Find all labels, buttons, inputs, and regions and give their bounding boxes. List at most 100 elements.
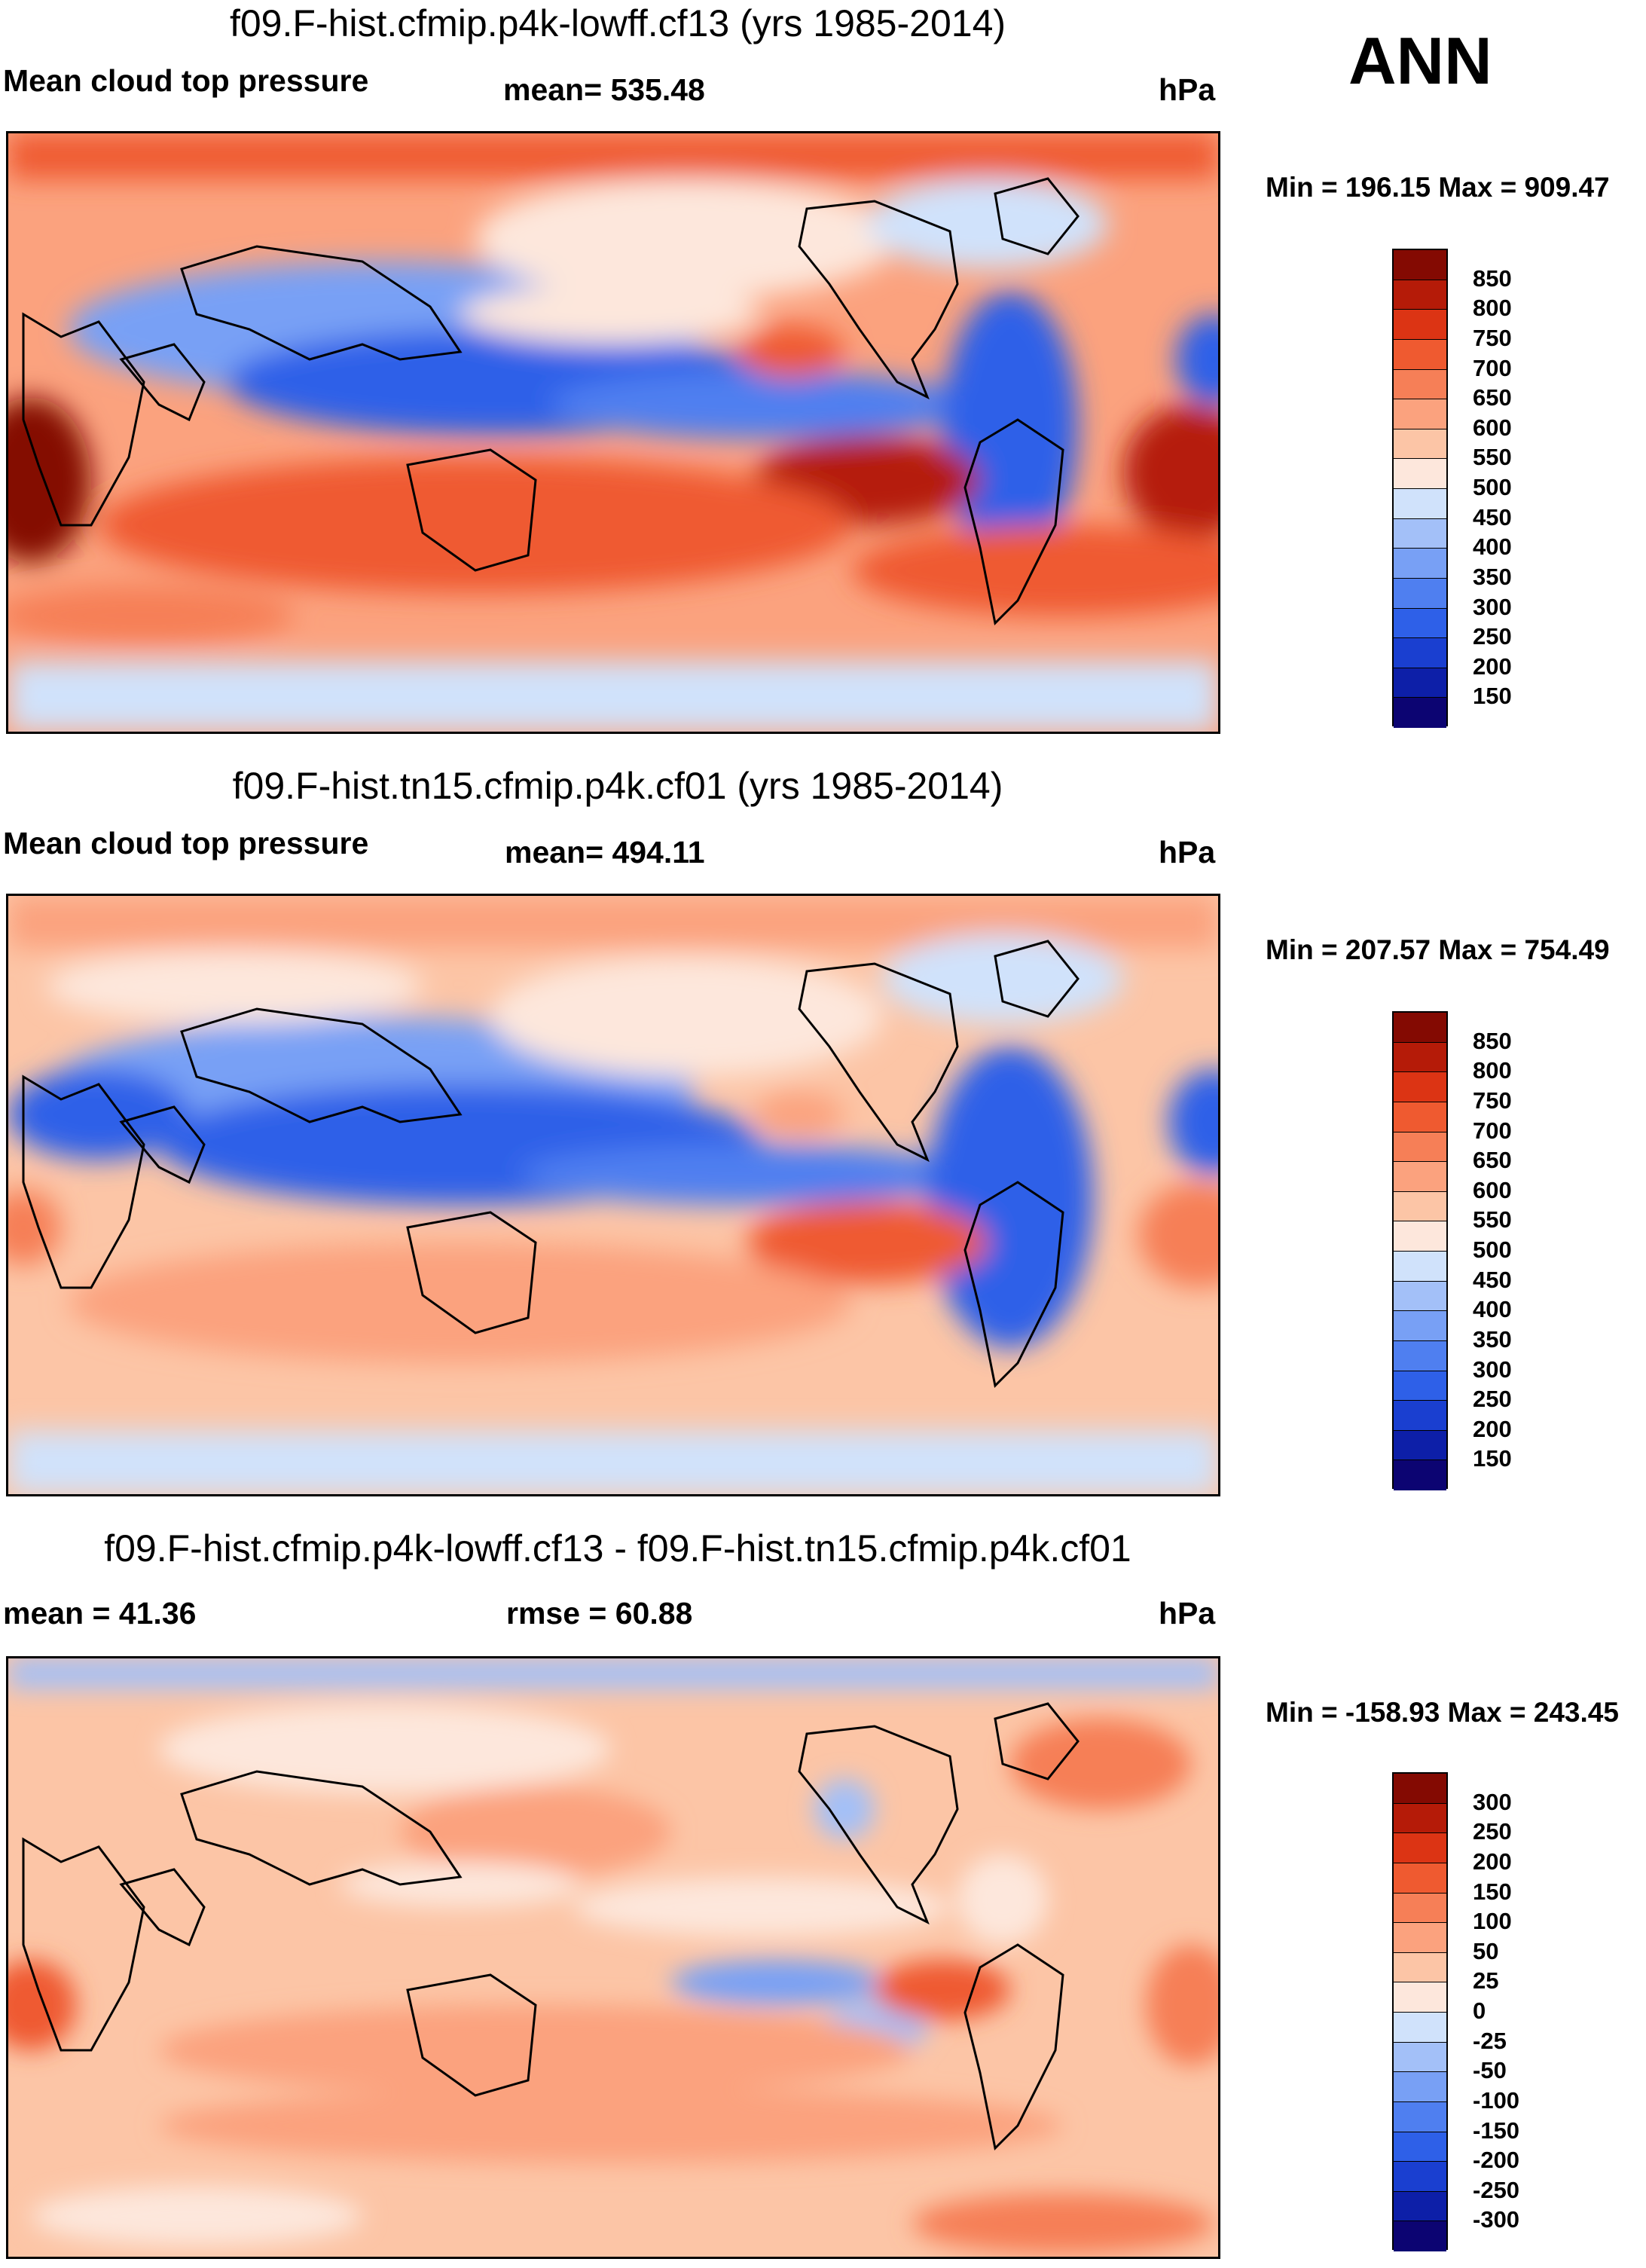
colorbar-tick-label: 300 bbox=[1473, 1356, 1512, 1383]
panel-1-mean: mean= 535.48 bbox=[503, 72, 705, 107]
colorbar-tick-label: 300 bbox=[1473, 593, 1512, 620]
colorbar-tick-label: 700 bbox=[1473, 1117, 1512, 1144]
panel-3-map bbox=[0, 1656, 1236, 2259]
colorbar-swatch bbox=[1394, 1952, 1446, 1983]
colorbar-tick-label: 100 bbox=[1473, 1908, 1512, 1935]
colorbar-swatch bbox=[1394, 459, 1446, 489]
colorbar-tick-label: 25 bbox=[1473, 1967, 1499, 1994]
colorbar-swatch bbox=[1394, 638, 1446, 668]
panel-1-minmax: Min = 196.15 Max = 909.47 bbox=[1266, 172, 1610, 203]
colorbar-tick-label: 150 bbox=[1473, 1878, 1512, 1905]
colorbar-swatch bbox=[1394, 1430, 1446, 1461]
colorbar-tick-label: 200 bbox=[1473, 653, 1512, 680]
colorbar-tick-label: 150 bbox=[1473, 683, 1512, 710]
colorbar-tick-label: -50 bbox=[1473, 2057, 1507, 2084]
panel-1-map-svg bbox=[0, 133, 1274, 732]
colorbar-tick-label: 600 bbox=[1473, 414, 1512, 441]
colorbar-swatch bbox=[1394, 1281, 1446, 1312]
colorbar-swatch bbox=[1394, 518, 1446, 549]
colorbar-swatch bbox=[1394, 1863, 1446, 1894]
colorbar-tick-label: 250 bbox=[1473, 623, 1512, 650]
panel-2-mean: mean= 494.11 bbox=[505, 835, 705, 870]
colorbar-tick-label: 700 bbox=[1473, 354, 1512, 381]
colorbar-tick-label: 500 bbox=[1473, 1236, 1512, 1263]
colorbar-swatch bbox=[1394, 1774, 1446, 1804]
colorbar-swatch bbox=[1394, 549, 1446, 579]
colorbar-swatch bbox=[1394, 1132, 1446, 1163]
colorbar-swatch bbox=[1394, 2072, 1446, 2102]
colorbar-tick-label: 750 bbox=[1473, 324, 1512, 351]
colorbar-swatch bbox=[1394, 250, 1446, 280]
colorbar-tick-label: 650 bbox=[1473, 1147, 1512, 1174]
colorbar-tick-label: 200 bbox=[1473, 1415, 1512, 1442]
colorbar-tick-label: 50 bbox=[1473, 1937, 1499, 1964]
colorbar-swatch bbox=[1394, 339, 1446, 370]
colorbar-swatch bbox=[1394, 668, 1446, 698]
colorbar-swatch bbox=[1394, 608, 1446, 639]
colorbar-tick-label: 550 bbox=[1473, 1206, 1512, 1233]
colorbar-tick-label: 750 bbox=[1473, 1087, 1512, 1114]
colorbar-swatch bbox=[1394, 1013, 1446, 1043]
colorbar-swatch bbox=[1394, 1893, 1446, 1924]
colorbar-swatch bbox=[1394, 1401, 1446, 1431]
colorbar-swatch bbox=[1394, 1371, 1446, 1401]
colorbar-swatch bbox=[1394, 578, 1446, 609]
colorbar-swatch bbox=[1394, 1833, 1446, 1863]
colorbar-swatch bbox=[1394, 2162, 1446, 2192]
colorbar-swatch bbox=[1394, 1191, 1446, 1222]
colorbar-tick-label: -250 bbox=[1473, 2176, 1520, 2203]
colorbar-tick-label: -300 bbox=[1473, 2206, 1520, 2233]
colorbar-swatch bbox=[1394, 2013, 1446, 2043]
colorbar-tick-label: 200 bbox=[1473, 1848, 1512, 1875]
colorbar-swatch bbox=[1394, 2221, 1446, 2251]
colorbar-tick-label: 350 bbox=[1473, 563, 1512, 590]
colorbar-swatch bbox=[1394, 1923, 1446, 1953]
panel-2-map bbox=[0, 894, 1259, 1496]
colorbar-tick-label: 350 bbox=[1473, 1325, 1512, 1353]
colorbar-tick-label: 500 bbox=[1473, 474, 1512, 500]
panel-1-units: hPa bbox=[1159, 72, 1216, 107]
colorbar-swatch bbox=[1394, 399, 1446, 429]
colorbar-swatch bbox=[1394, 1042, 1446, 1073]
panel-2-title: f09.F-hist.tn15.cfmip.p4k.cf01 (yrs 1985… bbox=[232, 765, 1003, 807]
colorbar-swatch bbox=[1394, 2042, 1446, 2073]
colorbar-tick-label: 400 bbox=[1473, 533, 1512, 561]
colorbar-tick-label: 150 bbox=[1473, 1445, 1512, 1472]
colorbar-tick-label: -150 bbox=[1473, 2117, 1520, 2144]
panel-3-mean: mean = 41.36 bbox=[3, 1596, 197, 1631]
colorbar-tick-label: 800 bbox=[1473, 1057, 1512, 1084]
colorbar-tick-label: 550 bbox=[1473, 444, 1512, 471]
colorbar-swatch bbox=[1394, 2132, 1446, 2163]
colorbar-swatch bbox=[1394, 1311, 1446, 1341]
colorbar-swatch bbox=[1394, 1072, 1446, 1102]
panel-3-minmax: Min = -158.93 Max = 243.45 bbox=[1266, 1697, 1619, 1728]
colorbar-tick-label: 400 bbox=[1473, 1296, 1512, 1323]
colorbar-swatch bbox=[1394, 1803, 1446, 1834]
colorbar-swatch bbox=[1394, 2191, 1446, 2222]
colorbar-swatch bbox=[1394, 1221, 1446, 1252]
colorbar-tick-label: 250 bbox=[1473, 1818, 1512, 1845]
panel-3-map-svg bbox=[0, 1658, 1236, 2257]
colorbar-tick-label: 450 bbox=[1473, 1266, 1512, 1293]
colorbar-tick-label: 800 bbox=[1473, 295, 1512, 322]
colorbar-tick-label: -200 bbox=[1473, 2147, 1520, 2174]
colorbar-swatch bbox=[1394, 280, 1446, 310]
panel-1-title: f09.F-hist.cfmip.p4k-lowff.cf13 (yrs 198… bbox=[229, 2, 1006, 44]
panel-2-minmax: Min = 207.57 Max = 754.49 bbox=[1266, 934, 1610, 965]
colorbar-tick-label: 650 bbox=[1473, 384, 1512, 411]
panel-3-rmse: rmse = 60.88 bbox=[506, 1596, 693, 1631]
panel-2-units: hPa bbox=[1159, 835, 1216, 870]
panel-2-colorbar bbox=[1392, 1011, 1448, 1490]
colorbar-swatch bbox=[1394, 1162, 1446, 1192]
colorbar-swatch bbox=[1394, 310, 1446, 340]
colorbar-tick-label: 850 bbox=[1473, 1027, 1512, 1054]
colorbar-swatch bbox=[1394, 1340, 1446, 1371]
colorbar-tick-label: 600 bbox=[1473, 1176, 1512, 1203]
colorbar-swatch bbox=[1394, 698, 1446, 728]
panel-3-title: f09.F-hist.cfmip.p4k-lowff.cf13 - f09.F-… bbox=[104, 1527, 1131, 1570]
panel-1-map bbox=[0, 131, 1274, 734]
panel-3-units: hPa bbox=[1159, 1596, 1216, 1631]
colorbar-swatch bbox=[1394, 1982, 1446, 2013]
colorbar-swatch bbox=[1394, 429, 1446, 460]
colorbar-tick-label: 0 bbox=[1473, 1997, 1486, 2024]
